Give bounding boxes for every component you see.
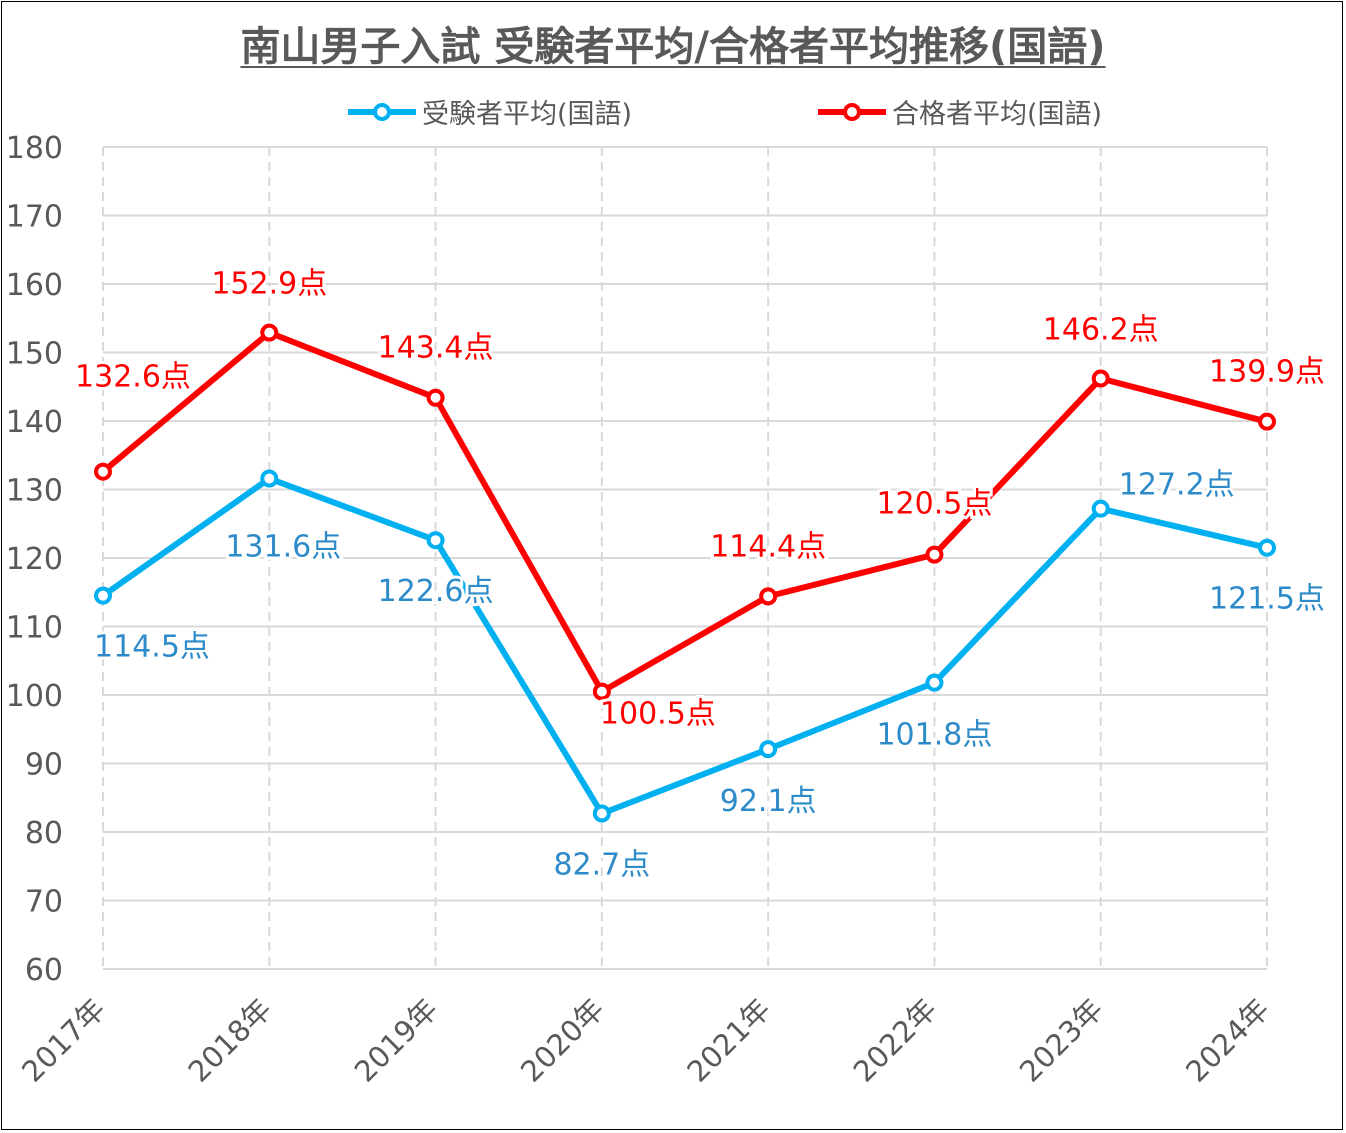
x-tick-label: 2022年 <box>847 992 944 1089</box>
x-tick-label: 2023年 <box>1013 992 1110 1089</box>
data-point <box>1258 412 1276 431</box>
x-tick-label: 2019年 <box>348 992 445 1089</box>
data-label: 127.2点 <box>1119 468 1235 503</box>
data-label: 152.9点 <box>211 267 327 302</box>
y-tick-label: 180 <box>6 131 63 166</box>
y-tick-label: 100 <box>6 679 63 714</box>
y-tick-label: 130 <box>6 474 63 509</box>
y-tick-label: 80 <box>25 816 63 851</box>
data-label: 146.2点 <box>1043 313 1159 348</box>
legend-item-applicants: 受験者平均(国語) <box>346 92 632 131</box>
legend-marker-blue-icon <box>348 102 416 121</box>
data-point <box>1091 499 1110 518</box>
y-tick-label: 90 <box>25 748 63 783</box>
x-tick-label: 2021年 <box>680 992 777 1089</box>
y-tick-label: 170 <box>6 200 63 235</box>
data-label: 121.5点 <box>1209 582 1325 617</box>
data-label: 101.8点 <box>876 718 992 753</box>
data-point <box>925 673 944 692</box>
y-tick-label: 160 <box>6 268 63 303</box>
legend-label-applicants: 受験者平均(国語) <box>422 99 633 130</box>
data-label: 122.6点 <box>378 574 494 609</box>
legend-marker-red-icon <box>818 102 886 121</box>
data-point <box>426 388 445 407</box>
data-point <box>925 545 944 564</box>
y-tick-label: 150 <box>6 337 63 372</box>
data-point <box>759 740 778 759</box>
data-point <box>426 531 445 550</box>
data-label: 120.5点 <box>876 487 992 522</box>
data-label: 92.1点 <box>720 784 817 819</box>
y-tick-label: 110 <box>6 611 63 646</box>
data-label: 143.4点 <box>378 331 494 366</box>
x-tick-label: 2018年 <box>181 992 278 1089</box>
data-label: 114.5点 <box>94 630 210 665</box>
data-label: 114.4点 <box>710 529 826 564</box>
y-tick-label: 70 <box>25 885 63 920</box>
series-line-0 <box>101 475 1268 817</box>
y-tick-label: 120 <box>6 542 63 577</box>
data-label: 131.6点 <box>225 530 341 565</box>
data-label: 139.9点 <box>1209 355 1325 390</box>
y-tick-label: 140 <box>6 405 63 440</box>
chart-title: 南山男子入試 受験者平均/合格者平均推移(国語) <box>240 24 1106 70</box>
x-tick-label: 2024年 <box>1179 992 1276 1089</box>
data-point <box>592 682 611 701</box>
data-label: 82.7点 <box>553 848 650 883</box>
data-point <box>260 323 279 342</box>
data-point <box>1091 369 1110 388</box>
x-tick-label: 2020年 <box>514 992 611 1089</box>
data-point <box>1258 538 1276 557</box>
data-label: 100.5点 <box>600 697 716 732</box>
data-point <box>759 587 778 606</box>
data-point <box>94 462 112 481</box>
series-line-1 <box>101 329 1268 695</box>
data-point <box>94 586 112 605</box>
legend-item-passers: 合格者平均(国語) <box>816 92 1102 131</box>
chart-title-wrap: 南山男子入試 受験者平均/合格者平均推移(国語) <box>0 14 1346 72</box>
legend-label-passers: 合格者平均(国語) <box>892 99 1103 130</box>
x-tick-label: 2017年 <box>15 992 112 1089</box>
data-point <box>592 804 611 823</box>
y-tick-label: 60 <box>25 953 63 988</box>
data-point <box>260 469 279 488</box>
data-label: 132.6点 <box>75 360 191 395</box>
